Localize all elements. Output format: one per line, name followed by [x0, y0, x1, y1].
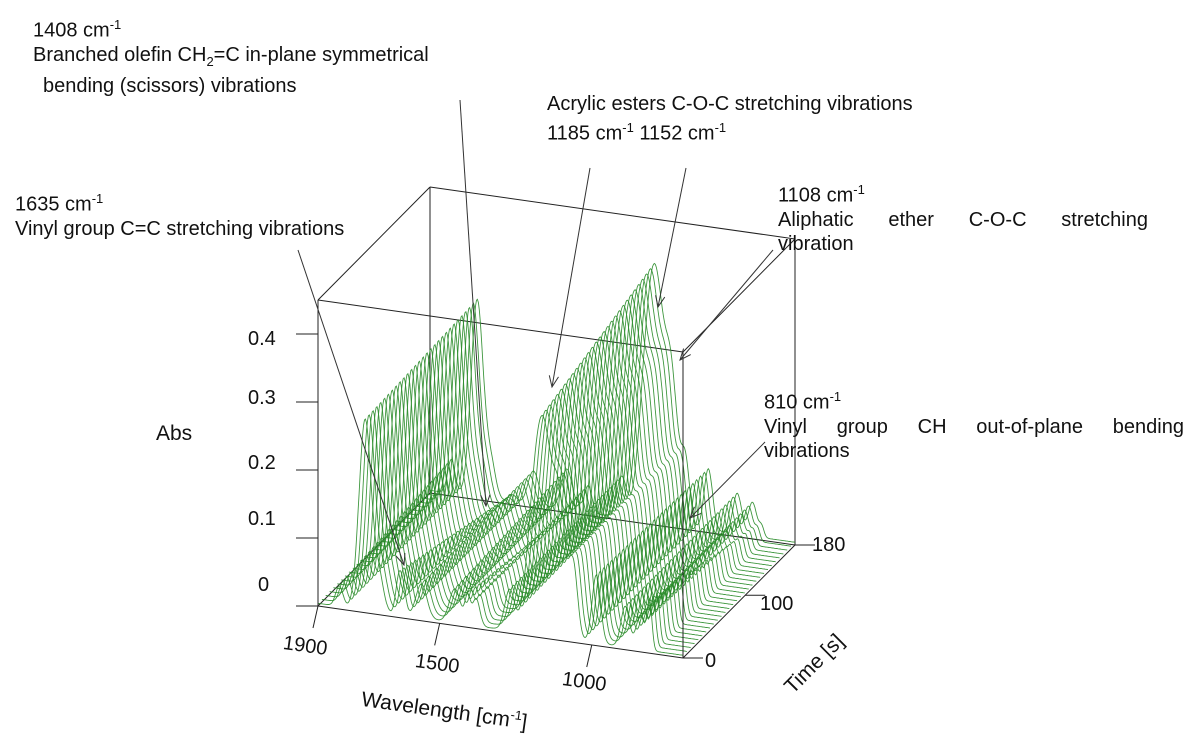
arrow-1185 [551, 167, 591, 388]
spectrum-series-0 [317, 414, 684, 656]
top-back-edge [429, 186, 796, 240]
arrow-1152 [657, 167, 687, 308]
annotation-acrylic-esters: Acrylic esters C-O-C stretching vibratio… [547, 93, 913, 145]
top-left-edge [317, 186, 431, 301]
arrow-1108-head [679, 348, 691, 361]
x-axis-line [317, 605, 684, 659]
annotation-arrows [297, 99, 774, 567]
y-tick-label-0: 0 [705, 650, 717, 672]
y-tick-label-180: 180 [812, 534, 846, 556]
arrow-1108 [679, 249, 774, 361]
z-axis-title: Abs [156, 422, 193, 445]
spectrum-series-1 [321, 409, 687, 652]
spectrum-series-3 [329, 399, 695, 645]
z-tick-label-0.4: 0.4 [248, 328, 276, 350]
z-tick-label-0: 0 [258, 574, 270, 596]
arrow-810 [689, 441, 766, 519]
top-front-edge [317, 299, 684, 353]
plot-box-front-edges [317, 300, 796, 659]
arrow-810-head [689, 506, 702, 519]
arrow-1635-head [395, 552, 406, 567]
z-tick-label-0.3: 0.3 [248, 387, 276, 409]
axis-ticks [296, 333, 815, 668]
arrow-1408-head [480, 494, 491, 508]
y-axis-line [682, 544, 796, 659]
annotation-810: 810 cm-1 Vinyl group CH out-of-plane ben… [764, 389, 1184, 462]
annotation-1408: 1408 cm-1 Branched olefin CH2=C in-plane… [33, 17, 429, 97]
annotation-1108: 1108 cm-1 Aliphatic ether C-O-C stretchi… [778, 182, 1148, 255]
x-tick-2 [586, 644, 593, 668]
z-tick-label-0.2: 0.2 [248, 452, 276, 474]
spectrum-series-2 [325, 404, 691, 648]
z-tick-label-0.1: 0.1 [248, 508, 276, 530]
y-tick-label-100: 100 [760, 593, 794, 615]
top-right-edge [682, 238, 796, 353]
arrow-1408 [459, 99, 487, 507]
floor-back-edge [429, 492, 796, 546]
arrow-1635 [297, 249, 405, 566]
spectra-series [317, 262, 796, 656]
x-tick-1 [434, 623, 441, 646]
arrow-1185-head [548, 375, 559, 389]
annotation-1635: 1635 cm-1 Vinyl group C=C stretching vib… [15, 191, 345, 240]
arrow-1152-head [655, 295, 666, 309]
x-tick-0 [312, 605, 319, 629]
